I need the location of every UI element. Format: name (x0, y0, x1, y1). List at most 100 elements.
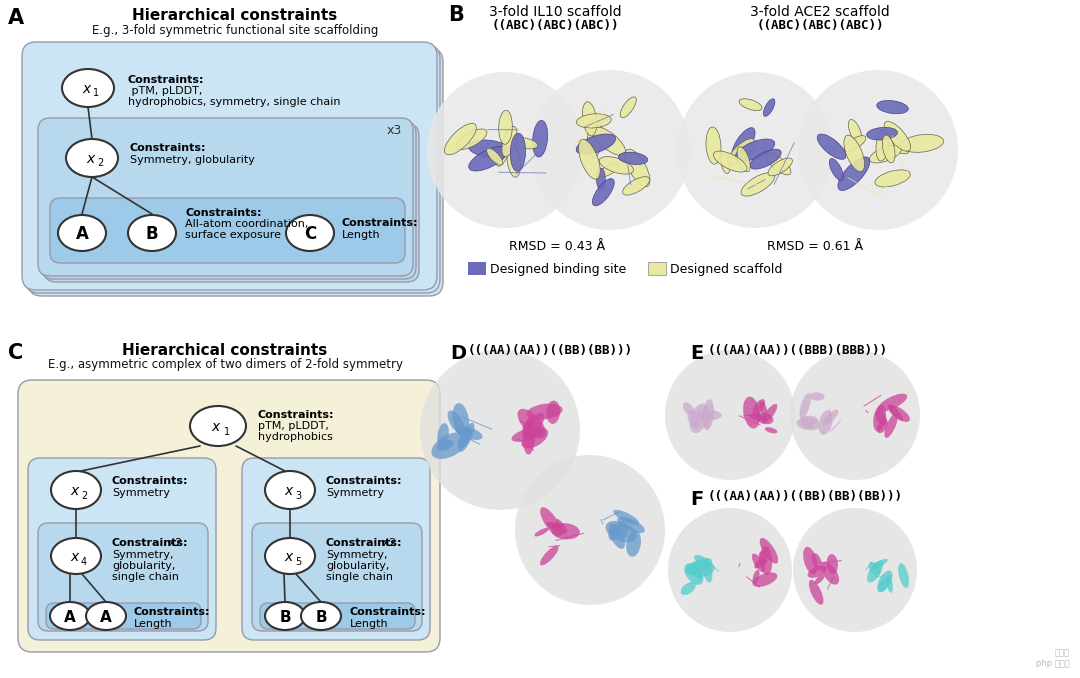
Ellipse shape (822, 410, 838, 425)
Ellipse shape (453, 403, 469, 437)
Text: 5: 5 (295, 557, 301, 567)
Ellipse shape (62, 69, 114, 107)
Ellipse shape (685, 558, 712, 575)
Ellipse shape (129, 215, 176, 251)
Ellipse shape (809, 580, 823, 605)
Ellipse shape (882, 135, 895, 163)
FancyBboxPatch shape (28, 458, 216, 640)
Text: RMSD = 0.43 Å: RMSD = 0.43 Å (509, 240, 605, 253)
FancyBboxPatch shape (25, 45, 440, 293)
Text: 2: 2 (97, 158, 103, 168)
Text: Constraints:: Constraints: (129, 75, 204, 85)
Ellipse shape (436, 440, 454, 451)
Ellipse shape (517, 409, 545, 439)
Text: pTM, pLDDT,: pTM, pLDDT, (129, 86, 202, 96)
Text: 1: 1 (93, 88, 99, 98)
FancyBboxPatch shape (260, 603, 415, 629)
Text: A: A (76, 225, 89, 243)
FancyBboxPatch shape (50, 198, 405, 263)
Text: globularity,: globularity, (112, 561, 175, 571)
Text: Constraints:: Constraints: (185, 208, 261, 218)
Ellipse shape (829, 159, 843, 180)
Ellipse shape (877, 420, 888, 433)
Ellipse shape (809, 393, 825, 401)
Circle shape (669, 508, 792, 632)
Ellipse shape (680, 582, 696, 595)
Text: x: x (70, 484, 78, 498)
Ellipse shape (510, 133, 526, 172)
Bar (468, 262, 486, 275)
Ellipse shape (878, 578, 889, 591)
Ellipse shape (703, 559, 713, 582)
Ellipse shape (513, 138, 538, 149)
Text: B: B (280, 610, 291, 624)
Text: x3: x3 (387, 124, 402, 137)
Ellipse shape (758, 551, 767, 565)
Text: (((AA)(AA))((BB)(BB))): (((AA)(AA))((BB)(BB))) (468, 344, 633, 357)
Text: ((ABC)(ABC)(ABC)): ((ABC)(ABC)(ABC)) (491, 19, 619, 32)
Ellipse shape (265, 538, 315, 574)
Text: 4: 4 (81, 557, 87, 567)
Text: (((AA)(AA))((BBB)(BBB))): (((AA)(AA))((BBB)(BBB))) (708, 344, 888, 357)
Text: x2: x2 (165, 538, 183, 548)
Ellipse shape (548, 523, 564, 527)
Circle shape (677, 72, 833, 228)
Circle shape (427, 72, 583, 228)
Ellipse shape (808, 565, 826, 578)
Text: F: F (690, 490, 703, 509)
Ellipse shape (699, 411, 721, 420)
Ellipse shape (888, 404, 904, 420)
Text: All-atom coordination,: All-atom coordination, (185, 219, 309, 229)
Ellipse shape (796, 418, 820, 431)
Ellipse shape (625, 149, 650, 186)
Ellipse shape (619, 152, 648, 165)
Ellipse shape (540, 546, 558, 565)
Ellipse shape (469, 146, 508, 171)
Ellipse shape (687, 410, 700, 429)
Ellipse shape (522, 428, 549, 448)
Ellipse shape (800, 416, 819, 424)
Ellipse shape (804, 546, 818, 574)
Ellipse shape (496, 145, 509, 166)
Ellipse shape (732, 127, 755, 159)
Ellipse shape (755, 413, 773, 424)
Text: Constraints:: Constraints: (134, 607, 211, 617)
Ellipse shape (867, 561, 883, 582)
Ellipse shape (507, 145, 521, 177)
Ellipse shape (599, 157, 634, 174)
Ellipse shape (866, 127, 897, 140)
Ellipse shape (826, 554, 838, 574)
Ellipse shape (821, 562, 839, 584)
Ellipse shape (753, 572, 778, 587)
Ellipse shape (741, 173, 774, 196)
Ellipse shape (683, 403, 694, 416)
Circle shape (665, 350, 795, 480)
Ellipse shape (739, 99, 762, 111)
FancyBboxPatch shape (44, 124, 419, 282)
Ellipse shape (878, 394, 907, 412)
Ellipse shape (735, 139, 774, 161)
Ellipse shape (877, 100, 908, 114)
Text: x2: x2 (379, 538, 396, 548)
Text: C: C (303, 225, 316, 243)
Text: D: D (450, 344, 467, 363)
Ellipse shape (737, 147, 751, 172)
Text: Designed binding site: Designed binding site (490, 262, 626, 275)
Ellipse shape (868, 562, 880, 576)
Ellipse shape (596, 168, 605, 190)
Ellipse shape (598, 163, 618, 177)
Ellipse shape (838, 157, 869, 191)
Ellipse shape (748, 414, 767, 421)
Text: x: x (284, 550, 292, 564)
Ellipse shape (445, 123, 476, 155)
Text: x: x (211, 420, 219, 434)
Text: A: A (8, 8, 24, 28)
Ellipse shape (512, 427, 544, 442)
Text: 3-fold IL10 scaffold: 3-fold IL10 scaffold (488, 5, 621, 19)
Ellipse shape (694, 555, 712, 567)
Text: Hierarchical constraints: Hierarchical constraints (122, 343, 327, 358)
Ellipse shape (685, 563, 703, 585)
Text: Designed scaffold: Designed scaffold (670, 262, 782, 275)
Ellipse shape (688, 561, 715, 577)
Ellipse shape (525, 413, 544, 439)
